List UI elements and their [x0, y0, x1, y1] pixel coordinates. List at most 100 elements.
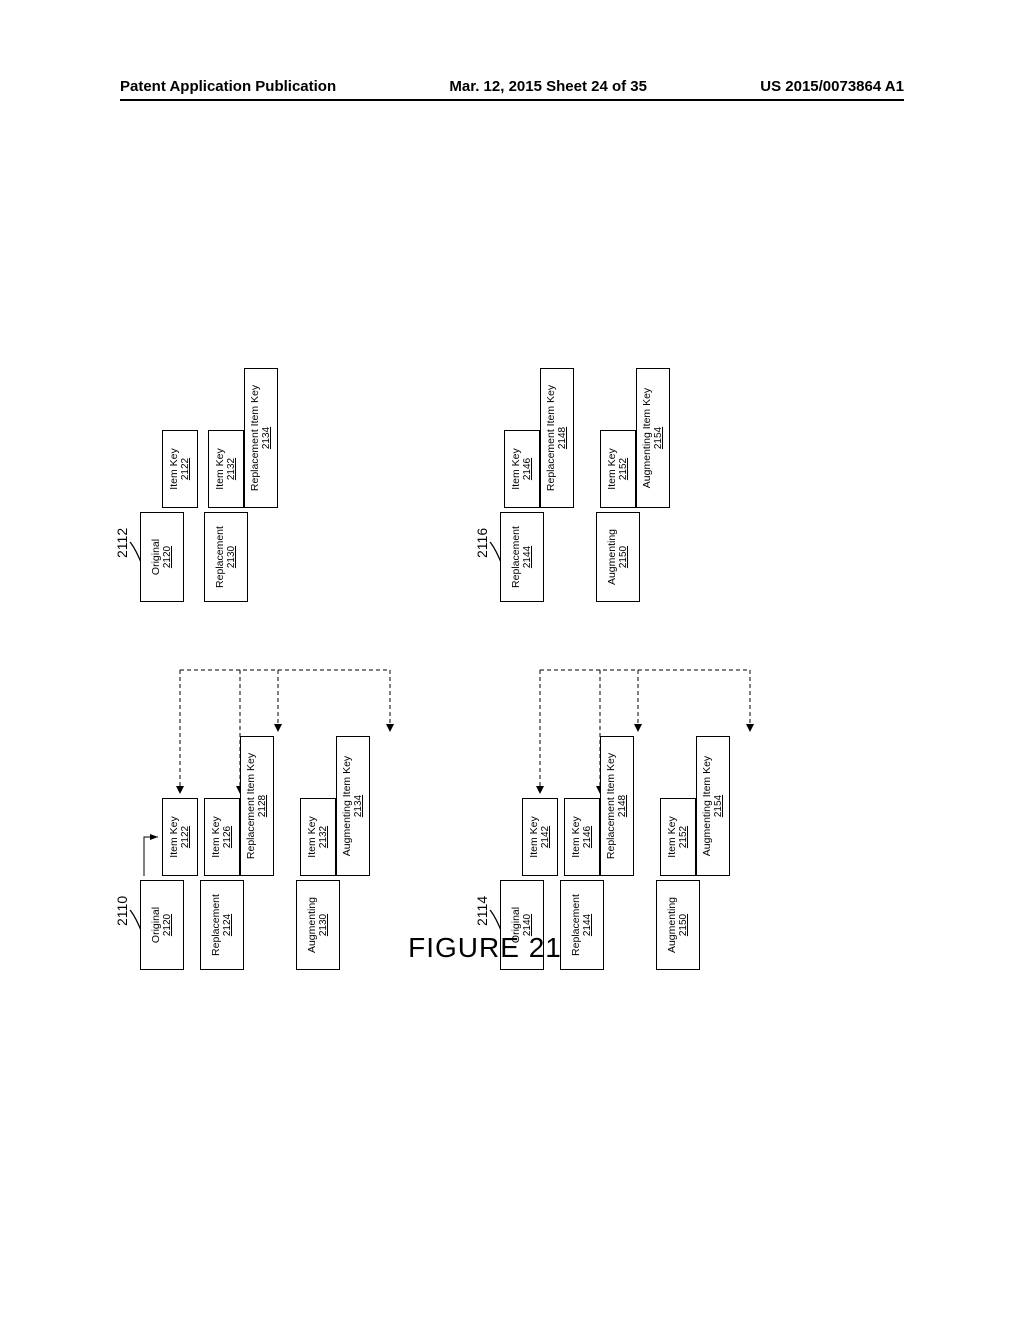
box-ref: 2120 — [162, 914, 174, 936]
group-ref-2110: 2110 — [114, 896, 130, 926]
box-label: Augmenting Item Key — [701, 756, 713, 856]
row-augmenting-2150: Augmenting 2150 Item Key 2152 Augmenting… — [656, 650, 730, 970]
row-augmenting-2130: Augmenting 2130 Item Key 2132 Augmenting… — [296, 650, 370, 970]
box-label: Augmenting Item Key — [341, 756, 353, 856]
row-replacement-2144: Replacement 2144 Item Key 2146 Replaceme… — [560, 650, 634, 970]
row-replacement-2130b: Replacement 2130 Item Key 2132 Replaceme… — [204, 282, 278, 602]
figure-21-diagram: 2110 — [140, 290, 830, 970]
box-ref: 2154 — [713, 795, 725, 817]
box-label: Replacement — [214, 526, 226, 588]
box-ref: 2150 — [678, 914, 690, 936]
box-itemkey-2152: Item Key 2152 — [660, 798, 696, 876]
box-rep-itemkey-2134b: Replacement Item Key 2134 — [244, 368, 278, 508]
box-replacement-2144: Replacement 2144 — [560, 880, 604, 970]
box-ref: 2132 — [318, 826, 330, 848]
box-label: Item Key — [570, 816, 582, 857]
box-ref: 2128 — [257, 795, 269, 817]
box-ref: 2126 — [222, 826, 234, 848]
box-label: Item Key — [606, 448, 618, 489]
group-ref-2116: 2116 — [474, 528, 490, 558]
box-label: Item Key — [510, 448, 522, 489]
group-2110: 2110 — [140, 650, 392, 970]
box-label: Item Key — [306, 816, 318, 857]
header-right: US 2015/0073864 A1 — [760, 78, 904, 95]
box-ref: 2134 — [261, 427, 273, 449]
box-label: Item Key — [214, 448, 226, 489]
box-aug-itemkey-2154: Augmenting Item Key 2154 — [696, 736, 730, 876]
figure-caption: FIGURE 21 — [408, 932, 562, 964]
box-label: Replacement — [510, 526, 522, 588]
box-itemkey-2146b: Item Key 2146 — [504, 430, 540, 508]
box-itemkey-2152b: Item Key 2152 — [600, 430, 636, 508]
box-ref: 2124 — [222, 914, 234, 936]
box-ref: 2144 — [582, 914, 594, 936]
box-ref: 2132 — [226, 458, 238, 480]
box-itemkey-2142: Item Key 2142 — [522, 798, 558, 876]
box-label: Augmenting — [306, 897, 318, 953]
page-header: Patent Application Publication Mar. 12, … — [120, 78, 904, 101]
box-label: Item Key — [528, 816, 540, 857]
header-left: Patent Application Publication — [120, 78, 336, 95]
box-ref: 2148 — [617, 795, 629, 817]
box-label: Replacement — [570, 894, 582, 956]
box-ref: 2150 — [618, 546, 630, 568]
box-ref: 2146 — [582, 826, 594, 848]
box-ref: 2148 — [557, 427, 569, 449]
box-replacement-2130b: Replacement 2130 — [204, 512, 248, 602]
group-ref-2112: 2112 — [114, 528, 130, 558]
box-ref: 2134 — [353, 795, 365, 817]
group-ref-2114: 2114 — [474, 896, 490, 926]
row-augmenting-2150b: Augmenting 2150 Item Key 2152 Augmenting… — [596, 282, 670, 602]
box-label: Item Key — [210, 816, 222, 857]
box-label: Replacement — [210, 894, 222, 956]
box-label: Replacement Item Key — [245, 753, 257, 859]
box-ref: 2144 — [522, 546, 534, 568]
box-original-2120: Original 2120 — [140, 880, 184, 970]
box-label: Item Key — [168, 816, 180, 857]
box-ref: 2146 — [522, 458, 534, 480]
header-mid: Mar. 12, 2015 Sheet 24 of 35 — [449, 78, 647, 95]
box-replacement-2144b: Replacement 2144 — [500, 512, 544, 602]
box-label: Replacement Item Key — [605, 753, 617, 859]
box-label: Replacement Item Key — [545, 385, 557, 491]
box-ref: 2120 — [162, 546, 174, 568]
box-ref: 2130 — [318, 914, 330, 936]
box-label: Augmenting — [606, 529, 618, 585]
box-replacement-2124: Replacement 2124 — [200, 880, 244, 970]
box-rep-itemkey-2148b: Replacement Item Key 2148 — [540, 368, 574, 508]
box-ref: 2152 — [678, 826, 690, 848]
box-augmenting-2150: Augmenting 2150 — [656, 880, 700, 970]
box-label: Augmenting — [666, 897, 678, 953]
box-label: Original — [150, 907, 162, 943]
group-2112: 2112 Original 2120 Item Key 2122 — [140, 282, 300, 602]
box-augmenting-2150b: Augmenting 2150 — [596, 512, 640, 602]
box-augmenting-2130: Augmenting 2130 — [296, 880, 340, 970]
box-ref: 2122 — [180, 826, 192, 848]
row-original-2120b: Original 2120 Item Key 2122 — [140, 282, 184, 602]
box-itemkey-2146: Item Key 2146 — [564, 798, 600, 876]
row-replacement-2144b: Replacement 2144 Item Key 2146 Replaceme… — [500, 282, 574, 602]
box-ref: 2154 — [653, 427, 665, 449]
box-ref: 2142 — [540, 826, 552, 848]
row-original-2140: Original 2140 Item Key 2142 — [500, 650, 544, 970]
box-itemkey-2122: Item Key 2122 — [162, 798, 198, 876]
box-label: Item Key — [666, 816, 678, 857]
box-original-2120b: Original 2120 — [140, 512, 184, 602]
box-rep-itemkey-2128: Replacement Item Key 2128 — [240, 736, 274, 876]
box-label: Augmenting Item Key — [641, 388, 653, 488]
box-aug-itemkey-2154b: Augmenting Item Key 2154 — [636, 368, 670, 508]
rotated-content: 2110 — [140, 290, 830, 970]
box-itemkey-2132b: Item Key 2132 — [208, 430, 244, 508]
box-ref: 2122 — [180, 458, 192, 480]
row-replacement-2124: Replacement 2124 Item Key 2126 Replaceme… — [200, 650, 274, 970]
box-label: Item Key — [168, 448, 180, 489]
group-2116: 2116 Replacement 2144 Item Key 2146 — [500, 282, 692, 602]
box-itemkey-2132: Item Key 2132 — [300, 798, 336, 876]
box-ref: 2152 — [618, 458, 630, 480]
row-original-2120: Original 2120 Item Key 2122 — [140, 650, 184, 970]
box-label: Original — [150, 539, 162, 575]
box-rep-itemkey-2148: Replacement Item Key 2148 — [600, 736, 634, 876]
box-aug-itemkey-2134: Augmenting Item Key 2134 — [336, 736, 370, 876]
group-2114: 2114 Ori — [500, 650, 752, 970]
box-itemkey-2126: Item Key 2126 — [204, 798, 240, 876]
